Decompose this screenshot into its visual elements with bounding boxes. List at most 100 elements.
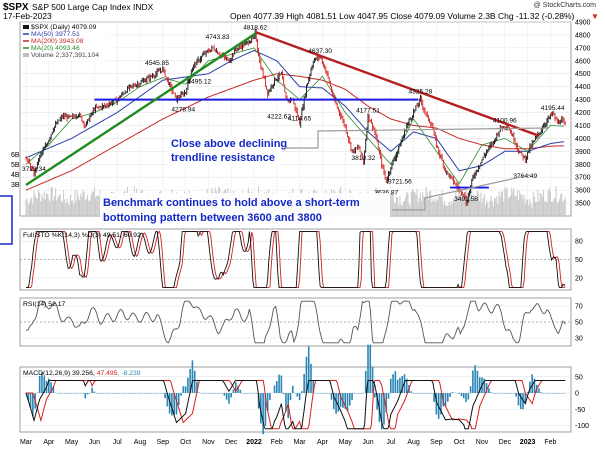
price-tick-label: 4600 (575, 58, 591, 65)
macd-hist-bar (84, 393, 86, 398)
volume-bar (28, 205, 29, 216)
macd-hist-bar (472, 370, 474, 393)
volume-bar (539, 201, 540, 216)
volume-bar (526, 199, 527, 216)
volume-bar (513, 188, 514, 216)
volume-bar (89, 201, 90, 216)
volume-bar (521, 195, 522, 216)
price-tick-label: 4200 (575, 110, 591, 117)
macd-hist-bar (151, 393, 153, 394)
peak-label: 4100.96 (493, 117, 517, 124)
volume-bar (450, 205, 451, 216)
volume-bar (534, 197, 535, 216)
volume-bar (550, 192, 551, 216)
peak-label: 4637.30 (308, 48, 332, 55)
macd-hist-bar (301, 391, 303, 393)
volume-bar (551, 202, 552, 216)
volume-bar (54, 196, 55, 216)
volume-tick-label: 4B (11, 172, 20, 179)
macd-hist-bar (449, 393, 451, 397)
macd-hist-bar (499, 393, 501, 394)
macd-hist-bar (317, 393, 319, 394)
volume-bar (417, 189, 418, 216)
volume-bar (444, 201, 445, 216)
volume-bar (73, 204, 74, 216)
macd-hist-bar (513, 393, 515, 394)
macd-hist-bar (141, 393, 143, 394)
volume-bar (561, 194, 562, 216)
x-tick-label: Dec (499, 439, 512, 446)
legend-price-swatch (23, 25, 29, 29)
x-tick-label: Aug (407, 439, 420, 446)
volume-bar (59, 195, 60, 216)
legend-price: $SPX (Daily) 4079.09 (31, 24, 97, 31)
volume-bar (489, 201, 490, 216)
macd-hist-bar (240, 390, 242, 393)
macd-hist-bar (390, 379, 392, 393)
volume-bar (445, 206, 446, 216)
macd-hist-bar (392, 374, 394, 393)
volume-bar (37, 199, 38, 216)
macd-hist-bar (230, 393, 232, 397)
x-tick-label: Dec (225, 439, 238, 446)
volume-bar (56, 200, 57, 216)
peak-label: 4495.12 (187, 78, 211, 85)
macd-hist-bar (422, 393, 424, 394)
volume-bar (536, 202, 537, 216)
macd-hist-bar (426, 393, 428, 394)
volume-bar (427, 192, 428, 216)
volume-bar (440, 197, 441, 216)
change-down-marker: ▼ (591, 12, 599, 21)
macd-hist-bar (331, 393, 333, 400)
macd-hist-bar (511, 393, 513, 394)
rsi-label: RSI(14) 52.17 (23, 301, 66, 308)
volume-bar (402, 205, 403, 216)
panel-tick-label: -50 (575, 407, 585, 414)
volume-bar (98, 196, 99, 216)
volume-bar (443, 205, 444, 216)
volume-bar (438, 196, 439, 216)
macd-hist-bar (164, 393, 166, 398)
macd-hist-bar (550, 393, 552, 394)
volume-bar (70, 195, 71, 216)
volume-bar (553, 199, 554, 216)
volume-bar (51, 187, 52, 216)
volume-bar (26, 200, 27, 216)
macd-hist-bar (363, 393, 365, 394)
volume-bar (394, 202, 395, 216)
volume-bar (85, 200, 86, 216)
volume-bar (542, 197, 543, 216)
volume-bar (504, 187, 505, 216)
volume-bar (518, 200, 519, 216)
volume-bar (447, 205, 448, 216)
volume-bar (393, 195, 394, 216)
x-tick-label: Apr (43, 439, 55, 446)
x-tick-label: May (339, 439, 353, 446)
macd-hist-bar (465, 393, 467, 402)
macd-hist-bar (417, 393, 419, 394)
macd-hist-bar (139, 393, 141, 394)
peak-label: 4114.65 (288, 116, 312, 123)
volume-bar (511, 188, 512, 216)
volume-bar (505, 190, 506, 216)
volume-bar (65, 203, 66, 216)
volume-bar (496, 196, 497, 216)
macd-hist-bar (119, 393, 121, 394)
macd-hist-bar (424, 393, 426, 394)
volume-bar (540, 193, 541, 216)
volume-bar (455, 191, 456, 216)
volume-bar (503, 201, 504, 216)
x-tick-label: 2022 (246, 439, 262, 446)
macd-hist-bar (103, 393, 105, 394)
macd-hist-bar (547, 393, 549, 394)
volume-bar (418, 203, 419, 216)
volume-bar (437, 200, 438, 216)
macd-hist-bar (552, 393, 554, 394)
volume-bar (97, 195, 98, 216)
volume-bar (35, 195, 36, 216)
volume-bar (40, 201, 41, 216)
price-tick-label: 3800 (575, 162, 591, 169)
macd-hist-bar (64, 393, 66, 394)
macd-hist-bar (116, 393, 118, 394)
